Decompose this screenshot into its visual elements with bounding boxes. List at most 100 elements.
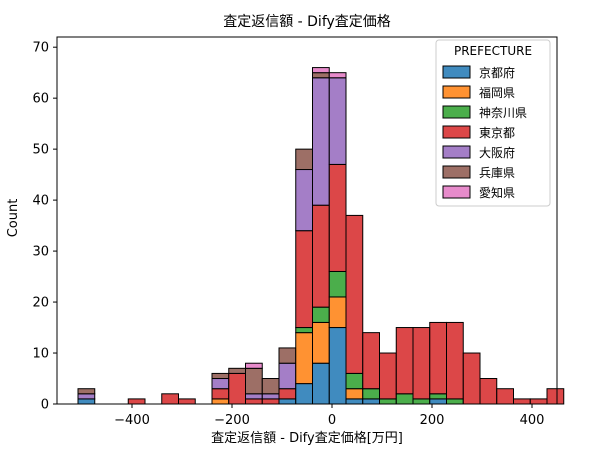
bar-13-3	[295, 230, 313, 329]
bar-26-3	[513, 398, 531, 405]
bar-15-3	[328, 163, 347, 272]
legend-box	[435, 39, 551, 207]
bar-21-3	[429, 321, 447, 395]
bar-27-3	[529, 398, 548, 405]
x-tick-label: −400	[114, 413, 150, 428]
legend-label: 愛知県	[479, 186, 515, 200]
y-tick-label: 0	[41, 398, 49, 413]
legend-swatch	[442, 105, 471, 119]
bar-14-3	[312, 204, 330, 308]
bar-14-5	[312, 72, 330, 79]
bar-15-1	[328, 296, 347, 329]
bar-0-5	[77, 388, 96, 395]
bar-11-3	[261, 398, 280, 405]
legend-swatch	[442, 165, 471, 179]
bar-19-3	[395, 327, 414, 395]
bar-15-2	[328, 270, 347, 298]
bar-16-0	[345, 398, 364, 405]
x-tick-label: 400	[520, 413, 545, 428]
y-tick-label: 30	[32, 245, 49, 260]
bar-25-3	[496, 388, 514, 405]
y-tick-label: 70	[32, 41, 49, 56]
bar-12-4	[278, 362, 297, 390]
bar-13-5	[295, 148, 313, 171]
bar-10-5	[245, 367, 263, 395]
x-tick-label: 0	[328, 413, 336, 428]
y-tick-label: 60	[32, 92, 49, 107]
bar-13-1	[295, 332, 313, 385]
bar-20-3	[412, 327, 431, 400]
bar-14-1	[312, 321, 330, 364]
bar-0-0	[77, 398, 96, 405]
legend-swatch	[442, 85, 471, 99]
bar-10-4	[245, 393, 263, 400]
x-axis-label: 査定返信額 - Dify査定価格[万円]	[211, 430, 403, 446]
bar-15-6	[328, 72, 347, 79]
bar-17-2	[362, 388, 380, 400]
y-tick-label: 10	[32, 347, 49, 362]
bar-22-2	[446, 398, 464, 405]
y-tick-label: 50	[32, 143, 49, 158]
bar-15-0	[328, 327, 347, 405]
y-tick-label: 20	[32, 296, 49, 311]
bar-28-3	[546, 388, 565, 405]
plot-frame	[56, 36, 558, 405]
legend-label: 神奈川県	[479, 106, 527, 120]
bar-11-4	[261, 393, 280, 400]
bar-14-2	[312, 306, 330, 323]
bar-11-5	[261, 378, 280, 395]
bar-9-5	[228, 367, 246, 374]
bar-8-4	[211, 378, 230, 390]
y-axis-ticks: 0 10 20 30 40 50 60 70	[32, 41, 57, 413]
legend-label: 京都府	[479, 65, 515, 80]
x-axis-ticks: −400 −200 0 200 400	[114, 404, 544, 428]
bar-17-3	[362, 332, 380, 390]
bar-16-2	[345, 372, 364, 390]
bar-12-0	[278, 398, 297, 405]
bar-18-2	[379, 398, 397, 405]
bar-17-0	[362, 398, 380, 405]
bar-20-2	[412, 398, 431, 405]
bar-13-4	[295, 169, 313, 232]
bar-10-6	[245, 362, 263, 369]
bar-15-4	[328, 77, 347, 165]
bar-14-0	[312, 362, 330, 405]
legend-swatch	[442, 65, 471, 79]
bar-18-3	[379, 352, 397, 400]
bar-8-1	[211, 398, 230, 405]
legend-label: 東京都	[479, 126, 515, 140]
bar-8-5	[211, 372, 230, 380]
bar-14-4	[312, 77, 330, 206]
bar-12-5	[278, 347, 297, 364]
chart-title: 査定返信額 - Dify査定価格	[223, 14, 391, 30]
bar-24-3	[479, 378, 498, 405]
legend-label: 兵庫県	[479, 166, 515, 180]
bar-16-3	[345, 214, 364, 374]
bar-13-0	[295, 383, 313, 405]
legend-swatch	[442, 125, 471, 139]
bar-12-3	[278, 388, 297, 400]
bar-9-3	[228, 372, 246, 405]
bar-14-6	[312, 67, 330, 74]
bar-8-3	[211, 388, 230, 400]
y-axis-label: Count	[6, 199, 21, 238]
bar-19-2	[395, 393, 414, 405]
legend-label: 福岡県	[479, 85, 515, 100]
bars-layer	[77, 67, 565, 405]
y-tick-label: 40	[32, 194, 49, 209]
bar-10-3	[245, 398, 263, 405]
x-tick-label: 200	[420, 413, 445, 428]
legend-swatch	[442, 145, 471, 159]
bar-6-3	[178, 398, 196, 405]
bar-21-2	[429, 393, 447, 400]
bar-13-2	[295, 327, 313, 334]
bar-0-4	[77, 393, 96, 400]
legend-swatch	[442, 185, 471, 199]
bar-22-3	[446, 321, 464, 400]
x-tick-label: −200	[214, 413, 250, 428]
bar-21-0	[429, 398, 447, 405]
bar-16-1	[345, 388, 364, 400]
bar-23-3	[462, 352, 481, 405]
